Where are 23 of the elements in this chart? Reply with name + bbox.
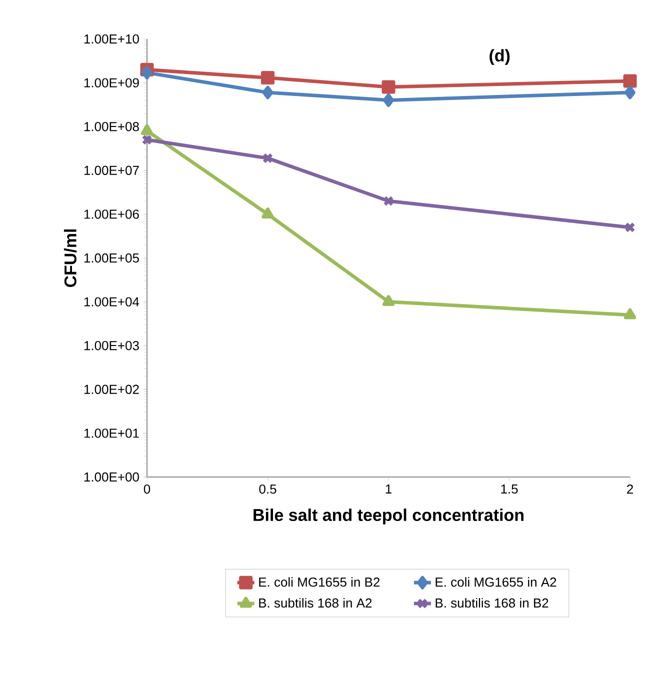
x-tick-label: 0.5: [259, 484, 276, 494]
x-tick-label: 1.5: [501, 484, 518, 494]
y-tick-label: 1.00E+09: [84, 78, 139, 88]
legend-label: E. coli MG1655 in B2: [259, 577, 380, 587]
y-tick-label: 1.00E+07: [84, 166, 139, 175]
x-tick-label: 0: [144, 484, 150, 494]
x-tick-label: 1: [386, 484, 392, 494]
y-tick-label: 1.00E+02: [84, 384, 139, 394]
y-tick-label: 1.00E+03: [84, 340, 139, 350]
x-tick-label: 2: [627, 484, 633, 494]
legend-label: B. subtilis 168 in A2: [259, 598, 372, 608]
y-tick-label: 1.00E+06: [84, 210, 139, 219]
y-tick-label: 1.00E+10: [84, 34, 139, 44]
x-axis-title: Bile salt and teepol concentration: [254, 508, 524, 524]
y-axis-title: CFU/ml: [64, 229, 77, 288]
y-tick-label: 1.00E+05: [84, 253, 139, 263]
annotation: (d): [490, 49, 510, 65]
legend-label: B. subtilis 168 in B2: [436, 598, 548, 608]
y-tick-label: 1.00E+00: [84, 472, 139, 482]
y-tick-label: 1.00E+01: [84, 428, 139, 438]
legend-label: E. coli MG1655 in A2: [436, 577, 556, 587]
y-tick-label: 1.00E+04: [84, 297, 140, 306]
y-tick-label: 1.00E+08: [84, 122, 139, 132]
